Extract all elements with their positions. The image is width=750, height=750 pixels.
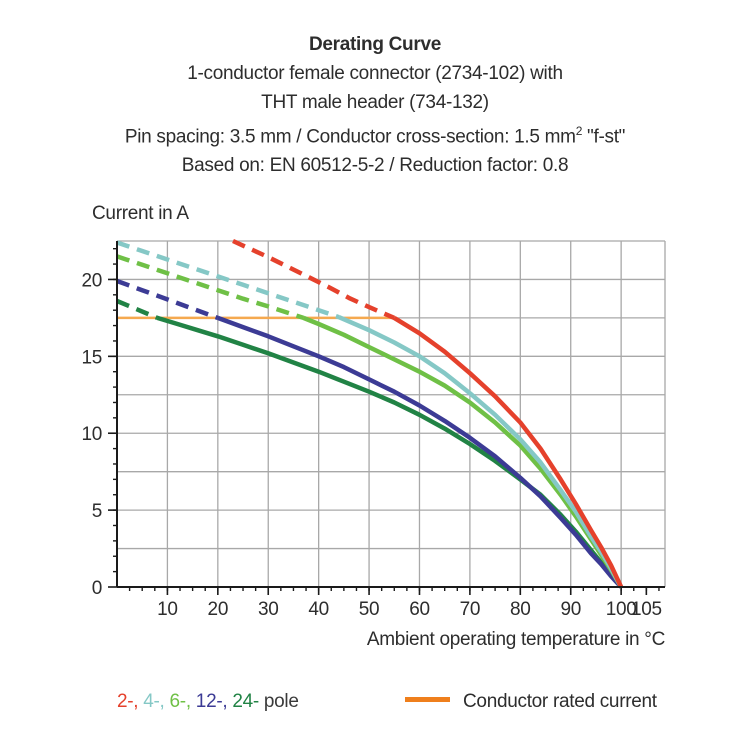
curve-24-pole-dashed (116, 298, 159, 320)
page-title: Derating Curve (308, 34, 441, 55)
x-tick-label: 20 (208, 599, 229, 620)
legend-pole-6: 6-, (169, 691, 196, 712)
rated-current-label: Conductor rated current (463, 691, 657, 712)
title-block: Derating Curve 1-conductor female connec… (0, 30, 750, 180)
superscript-2: 2 (575, 124, 583, 138)
x-tick-label: 100 (606, 599, 637, 620)
curve-12-pole-dashed (116, 278, 219, 321)
legend-rated-current: Conductor rated current (405, 691, 657, 713)
x-tick-label: 40 (308, 599, 329, 620)
subtitle-line-4: Based on: EN 60512-5-2 / Reduction facto… (181, 155, 569, 177)
legend-poles: 2-, 4-, 6-, 12-, 24- pole (117, 691, 299, 713)
rated-current-swatch (405, 697, 450, 703)
y-tick-label: 0 (92, 578, 102, 599)
subtitle-line-2: THT male header (734-132) (261, 92, 489, 113)
y-tick-label: 10 (81, 424, 102, 445)
x-tick-label: 60 (409, 599, 430, 620)
y-axis-label: Current in A (92, 203, 189, 224)
legend-pole-4: 4-, (143, 691, 170, 712)
x-tick-label: 105 (631, 599, 662, 620)
curve-6-pole-dashed (116, 254, 305, 321)
x-tick-label: 30 (258, 599, 279, 620)
legend-pole-24: 24- (232, 691, 259, 712)
x-tick-label: 10 (157, 599, 178, 620)
y-tick-label: 20 (81, 270, 102, 291)
curve-2-pole-solid (393, 315, 624, 588)
curve-6-pole-solid (302, 315, 624, 589)
legend-pole-12: 12-, (195, 691, 233, 712)
x-axis-label: Ambient operating temperature in °C (366, 629, 665, 650)
subtitle-line-3: Pin spacing: 3.5 mm / Conductor cross-se… (124, 124, 626, 148)
x-tick-label: 50 (359, 599, 380, 620)
x-tick-label: 90 (560, 599, 581, 620)
curve-4-pole-dashed (116, 240, 340, 320)
curve-2-pole-dashed (232, 238, 396, 320)
x-tick-label: 70 (460, 599, 481, 620)
subtitle-line-1: 1-conductor female connector (2734-102) … (187, 63, 563, 84)
legend-pole-suffix: pole (258, 691, 299, 712)
y-tick-label: 5 (92, 501, 102, 522)
x-tick-label: 80 (510, 599, 531, 620)
legend-pole-2: 2-, (117, 691, 144, 712)
y-tick-label: 15 (81, 347, 102, 368)
curve-12-pole-solid (217, 315, 623, 589)
